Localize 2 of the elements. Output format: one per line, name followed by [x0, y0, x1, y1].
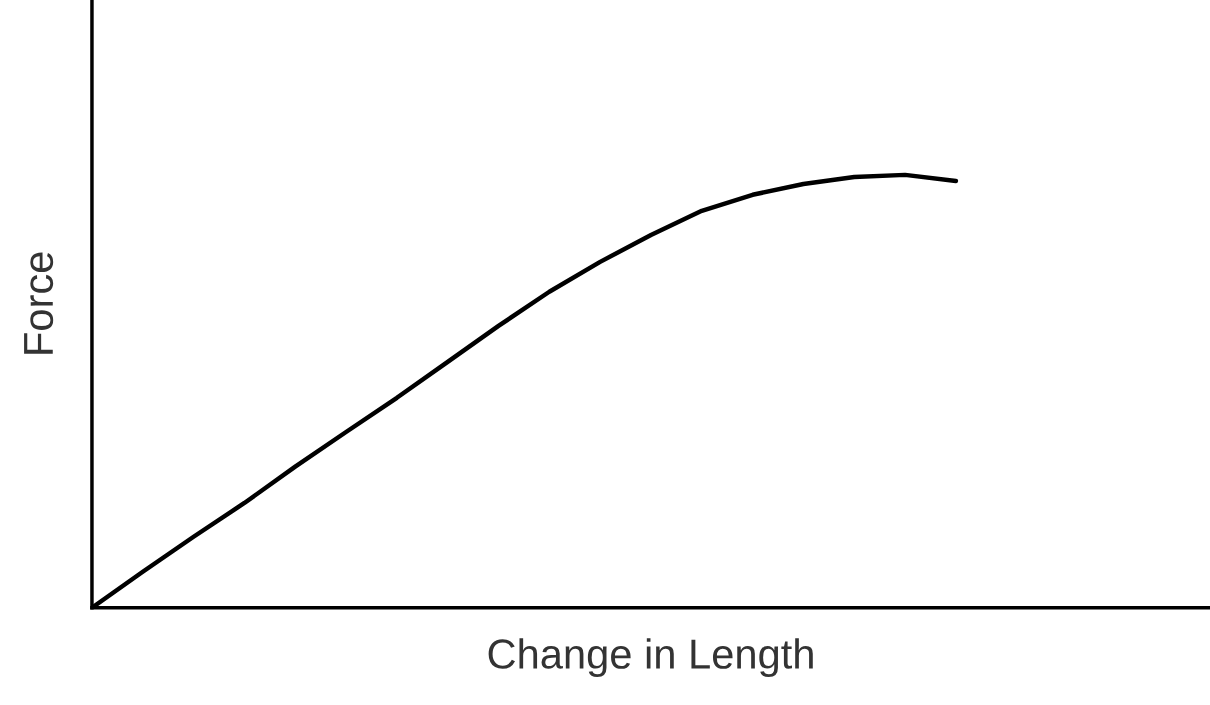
y-axis-title: Force: [24, 252, 54, 354]
x-axis-title: Change in Length: [488, 638, 813, 678]
